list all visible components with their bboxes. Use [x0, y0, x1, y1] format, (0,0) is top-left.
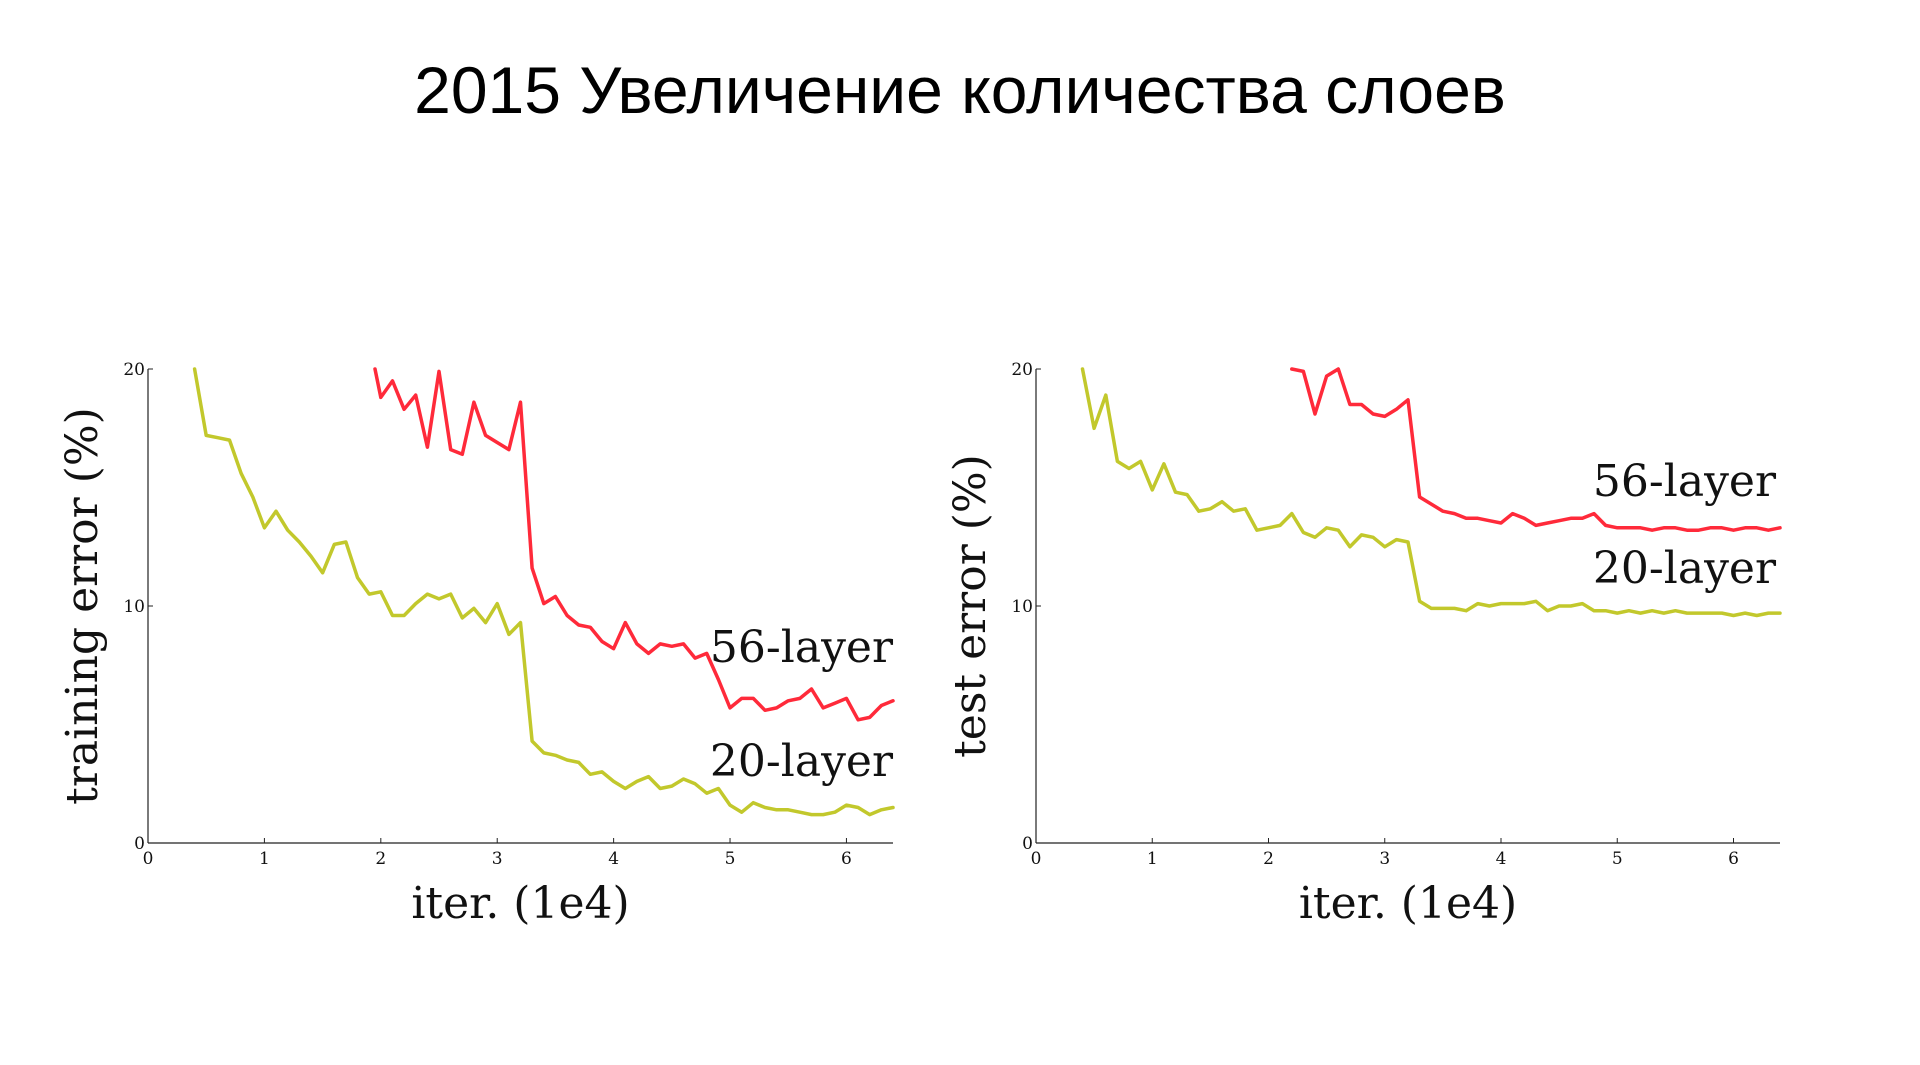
series-line-20-layer	[1080, 367, 1782, 618]
series-line-56-layer	[1290, 367, 1782, 532]
x-tick-label: 5	[1612, 849, 1623, 869]
y-tick-label: 20	[123, 360, 145, 380]
x-tick-label: 1	[259, 849, 270, 869]
x-tick-label: 4	[1496, 849, 1507, 869]
y-tick-label: 20	[1011, 360, 1033, 380]
series-label-20-layer: 20-layer	[1593, 543, 1777, 594]
x-tick-label: 1	[1147, 849, 1158, 869]
y-axis-title: training error (%)	[57, 407, 108, 805]
x-tick-label: 0	[143, 849, 154, 869]
y-tick-label: 0	[134, 834, 145, 854]
x-tick-label: 2	[1263, 849, 1274, 869]
x-tick-label: 0	[1031, 849, 1042, 869]
x-tick-label: 3	[1379, 849, 1390, 869]
series-label-56-layer: 56-layer	[710, 622, 894, 673]
x-tick-label: 4	[608, 849, 619, 869]
series-line-56-layer	[373, 367, 895, 722]
x-axis-title: iter. (1e4)	[411, 878, 629, 929]
series-label-56-layer: 56-layer	[1593, 456, 1777, 507]
test-error-chart: 0 1 2 3 4 5 6 0 10 20 iter. (1e4) test error (%) 56-…	[945, 360, 1782, 929]
y-tick-label: 10	[1011, 597, 1033, 617]
x-tick-label: 3	[492, 849, 503, 869]
series-line-20-layer	[192, 367, 895, 817]
y-axis-title: test error (%)	[945, 454, 996, 758]
x-axis-title: iter. (1e4)	[1299, 878, 1517, 929]
slide-title: 2015 Увеличение количества слоев	[414, 53, 1506, 127]
y-tick-label: 10	[123, 597, 145, 617]
x-tick-label: 6	[1728, 849, 1739, 869]
y-tick-label: 0	[1022, 834, 1033, 854]
series-label-20-layer: 20-layer	[710, 736, 894, 787]
x-tick-label: 2	[375, 849, 386, 869]
x-tick-label: 5	[725, 849, 736, 869]
x-tick-label: 6	[841, 849, 852, 869]
training-error-chart: 0 1 2 3 4 5 6 0 10 20 iter. (1e4) training error (%…	[57, 360, 895, 929]
